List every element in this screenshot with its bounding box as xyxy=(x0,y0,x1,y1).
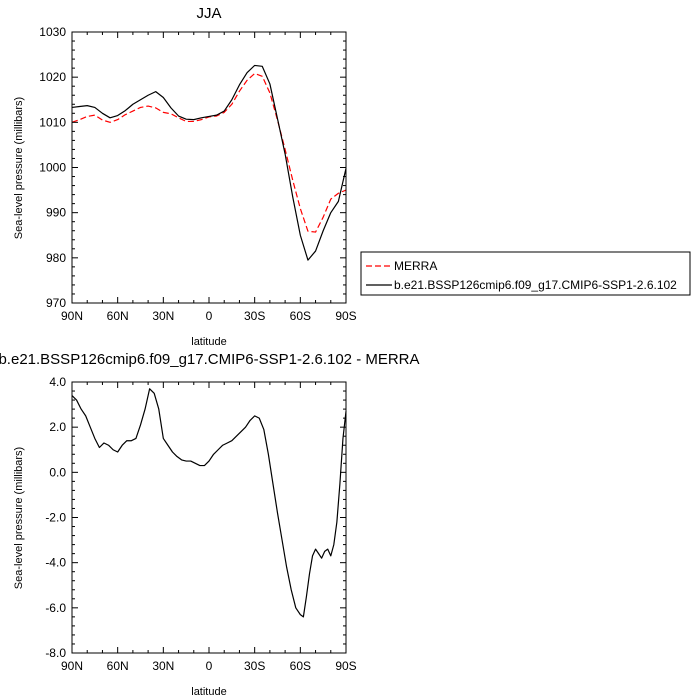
bottom-y-axis-label: Sea-level pressure (millibars) xyxy=(13,447,25,589)
top-x-tick-label: 30N xyxy=(152,309,174,323)
top-x-tick-label: 0 xyxy=(206,309,213,323)
bottom-y-tick-label: -4.0 xyxy=(45,556,66,570)
top-series-line-1 xyxy=(71,64,347,261)
bottom-panel-title: b.e21.BSSP126cmip6.f09_g17.CMIP6-SSP1-2.… xyxy=(0,351,420,368)
bottom-plot-frame xyxy=(71,381,347,654)
bottom-y-tick-label: 2.0 xyxy=(49,420,66,434)
top-x-tick-label: 90N xyxy=(61,309,83,323)
bottom-x-tick-label: 90N xyxy=(61,659,83,673)
bottom-x-tick-label: 30N xyxy=(152,659,174,673)
bottom-x-axis-label: latitude xyxy=(191,686,226,698)
top-x-tick-label: 60N xyxy=(107,309,129,323)
bottom-x-tick-label: 60S xyxy=(290,659,311,673)
top-y-tick-label: 1010 xyxy=(39,115,66,129)
top-series-line-0 xyxy=(71,72,347,233)
top-panel-title: JJA xyxy=(196,5,221,22)
top-y-tick-label: 1020 xyxy=(39,70,66,84)
legend: MERRA b.e21.BSSP126cmip6.f09_g17.CMIP6-S… xyxy=(360,251,691,296)
bottom-x-tick-label: 30S xyxy=(244,659,265,673)
top-ticks-group: 90N 60N 30N 0 30S 60S 90S 970 980 990 1000 1010 1020… xyxy=(39,25,356,323)
bottom-x-tick-label: 0 xyxy=(206,659,213,673)
top-y-tick-label: 970 xyxy=(46,296,66,310)
legend-merra-label: MERRA xyxy=(394,259,437,273)
legend-box xyxy=(360,251,691,296)
panel-top: JJA 90N 60N 30N 0 30S 60S 90S 970 980 990 1000 1010… xyxy=(13,5,357,348)
bottom-y-tick-label: -6.0 xyxy=(45,601,66,615)
bottom-y-tick-label: 0.0 xyxy=(49,465,66,479)
top-y-tick-label: 990 xyxy=(46,206,66,220)
top-series-group xyxy=(71,64,347,261)
bottom-x-tick-label: 60N xyxy=(107,659,129,673)
top-x-tick-label: 90S xyxy=(335,309,356,323)
bottom-y-tick-label: -2.0 xyxy=(45,511,66,525)
top-y-tick-label: 1000 xyxy=(39,161,66,175)
top-y-axis-label: Sea-level pressure (millibars) xyxy=(13,97,25,239)
bottom-series-group xyxy=(71,388,347,618)
panel-bottom: b.e21.BSSP126cmip6.f09_g17.CMIP6-SSP1-2.… xyxy=(0,351,420,698)
top-x-tick-label: 60S xyxy=(290,309,311,323)
bottom-x-tick-label: 90S xyxy=(335,659,356,673)
bottom-y-tick-label: -8.0 xyxy=(45,646,66,660)
bottom-series-line-0 xyxy=(71,388,347,618)
legend-model-label: b.e21.BSSP126cmip6.f09_g17.CMIP6-SSP1-2.… xyxy=(394,278,677,292)
top-x-axis-label: latitude xyxy=(191,336,226,348)
top-y-tick-label: 980 xyxy=(46,251,66,265)
bottom-ticks-group: 90N 60N 30N 0 30S 60S 90S -8.0 -6.0 -4.0 -2.0 0.0 2.… xyxy=(45,375,356,673)
top-y-tick-label: 1030 xyxy=(39,25,66,39)
top-x-tick-label: 30S xyxy=(244,309,265,323)
top-plot-frame xyxy=(71,31,347,304)
bottom-y-tick-label: 4.0 xyxy=(49,375,66,389)
